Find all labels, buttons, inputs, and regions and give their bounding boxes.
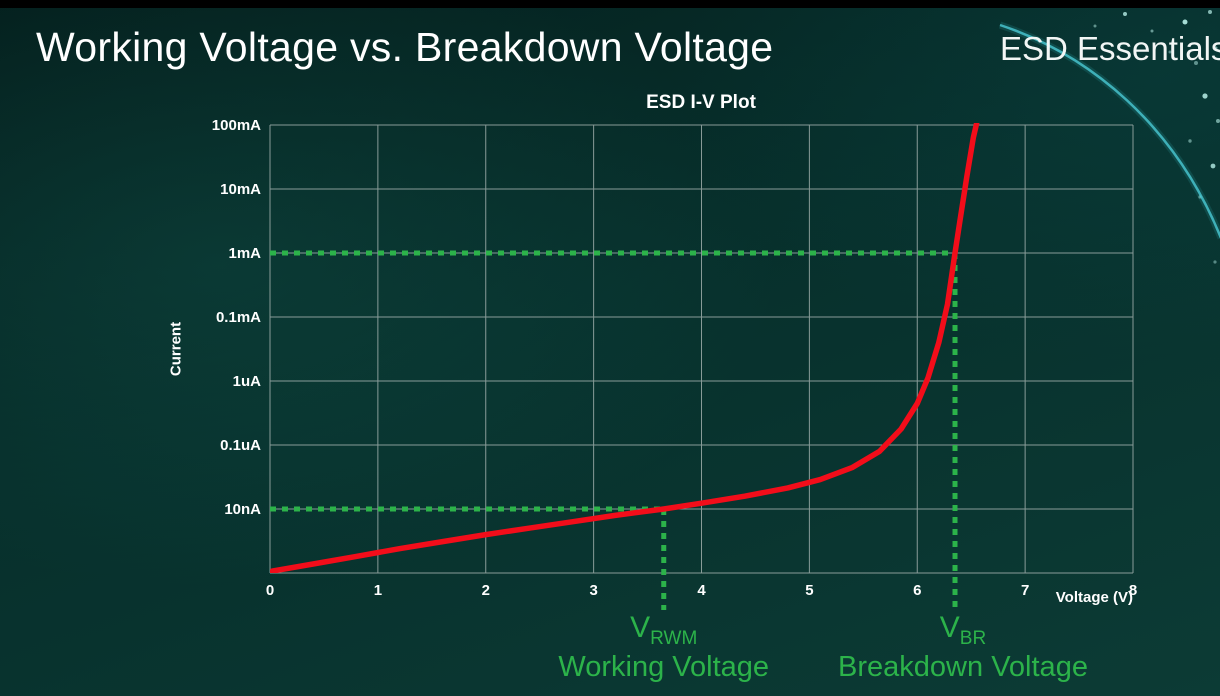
letterbox-bar bbox=[0, 0, 1220, 8]
y-tick: 10nA bbox=[224, 501, 261, 518]
vbr-dotted-guides bbox=[270, 250, 958, 610]
y-tick: 10mA bbox=[220, 181, 261, 198]
y-tick: 0.1mA bbox=[216, 309, 261, 326]
x-tick: 3 bbox=[589, 582, 597, 599]
x-tick: 1 bbox=[374, 582, 382, 599]
y-tick-labels: 100mA 10mA 1mA 0.1mA 1uA 0.1uA 10nA bbox=[212, 117, 261, 518]
chart-title: ESD I-V Plot bbox=[646, 92, 756, 113]
vbr-letter: V bbox=[939, 611, 960, 644]
y-tick: 0.1uA bbox=[220, 437, 261, 454]
vrwm-caption: Working Voltage bbox=[558, 650, 770, 683]
x-tick: 4 bbox=[697, 582, 706, 599]
vrwm-symbol: VRWM bbox=[558, 612, 769, 649]
y-tick: 1mA bbox=[228, 245, 261, 262]
x-tick: 7 bbox=[1021, 582, 1029, 599]
iv-curve bbox=[270, 123, 980, 573]
x-tick: 2 bbox=[482, 582, 490, 599]
vrwm-letter: V bbox=[630, 611, 651, 644]
vrwm-annotation: VRWM Working Voltage bbox=[558, 612, 770, 683]
vrwm-dotted-guides bbox=[270, 506, 667, 610]
x-tick: 6 bbox=[913, 582, 921, 599]
sparkle-dots bbox=[1093, 10, 1220, 264]
x-tick: 5 bbox=[805, 582, 813, 599]
page-title: Working Voltage vs. Breakdown Voltage bbox=[36, 24, 774, 70]
vrwm-subscript: RWM bbox=[650, 628, 698, 649]
y-axis-label: Current bbox=[167, 321, 185, 377]
x-tick: 8 bbox=[1129, 582, 1137, 599]
x-axis-label: Voltage (V) bbox=[1055, 589, 1133, 606]
x-tick: 0 bbox=[266, 582, 274, 599]
vbr-caption: Breakdown Voltage bbox=[838, 650, 1088, 683]
swoosh-curve bbox=[998, 21, 1220, 240]
vbr-annotation: VBR Breakdown Voltage bbox=[838, 612, 1088, 683]
vbr-symbol: VBR bbox=[838, 612, 1088, 649]
brand-text: ESD Essentials bbox=[1000, 30, 1220, 67]
y-tick: 100mA bbox=[212, 117, 261, 134]
grid-lines bbox=[269, 124, 1134, 574]
vbr-subscript: BR bbox=[959, 628, 987, 649]
x-tick-labels: 0 1 2 3 4 5 6 7 8 bbox=[266, 582, 1137, 599]
y-tick: 1uA bbox=[233, 373, 262, 390]
